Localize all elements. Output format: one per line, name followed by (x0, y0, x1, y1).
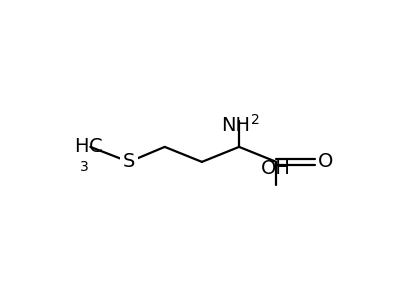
Text: NH: NH (222, 116, 250, 135)
Text: OH: OH (261, 159, 291, 178)
Text: H: H (74, 137, 89, 156)
Text: 3: 3 (80, 160, 89, 174)
Text: S: S (123, 152, 135, 171)
Text: C: C (89, 137, 102, 156)
Text: 2: 2 (250, 113, 259, 128)
Text: O: O (318, 152, 334, 171)
